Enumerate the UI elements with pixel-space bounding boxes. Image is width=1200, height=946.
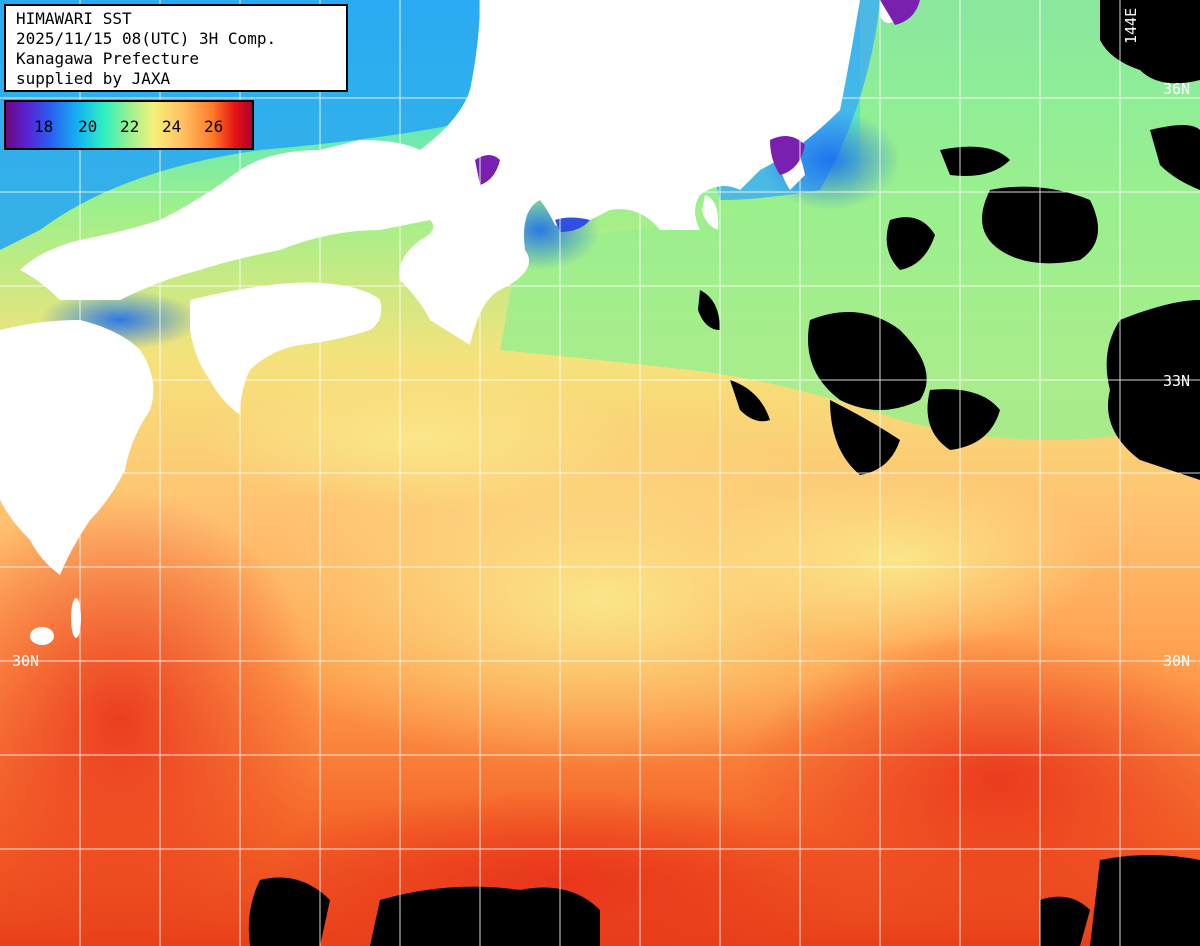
cold-bay [555, 217, 590, 232]
land-shikoku [190, 282, 382, 415]
info-box: HIMAWARI SST 2025/11/15 08(UTC) 3H Comp.… [4, 4, 348, 92]
cold-bay [880, 0, 920, 25]
temperature-legend: 18 20 22 24 26 [4, 100, 254, 150]
lat-label-30n-left: 30N [12, 652, 40, 670]
lon-label-136e: 136E [482, 9, 500, 46]
land-izu [702, 195, 719, 230]
data-credit: supplied by JAXA [16, 69, 171, 88]
cold-bay [475, 155, 500, 185]
shelf-water-region [500, 0, 1200, 440]
legend-tick: 18 [34, 117, 54, 136]
lat-label-36n: 36N [1163, 80, 1191, 98]
legend-tick: 20 [78, 117, 98, 136]
lat-label-30n-right: 30N [1163, 652, 1191, 670]
land-honshu [20, 0, 860, 345]
legend-tick: 24 [162, 117, 182, 136]
cloud-mask [248, 0, 1200, 946]
lat-label-33-left: 33 [6, 372, 25, 390]
land-kyushu [0, 320, 154, 575]
product-title: HIMAWARI SST [16, 9, 132, 28]
warm-pool [200, 370, 640, 510]
legend-tick: 22 [120, 117, 140, 136]
lon-label-144e: 144E [1122, 7, 1140, 44]
land-island [30, 627, 54, 645]
legend-tick: 26 [204, 117, 224, 136]
lat-label-33n-right: 33N [1163, 372, 1191, 390]
land-island [71, 598, 81, 638]
timestamp: 2025/11/15 08(UTC) 3H Comp. [16, 29, 277, 48]
region-name: Kanagawa Prefecture [16, 49, 200, 68]
cold-bay [770, 136, 805, 175]
